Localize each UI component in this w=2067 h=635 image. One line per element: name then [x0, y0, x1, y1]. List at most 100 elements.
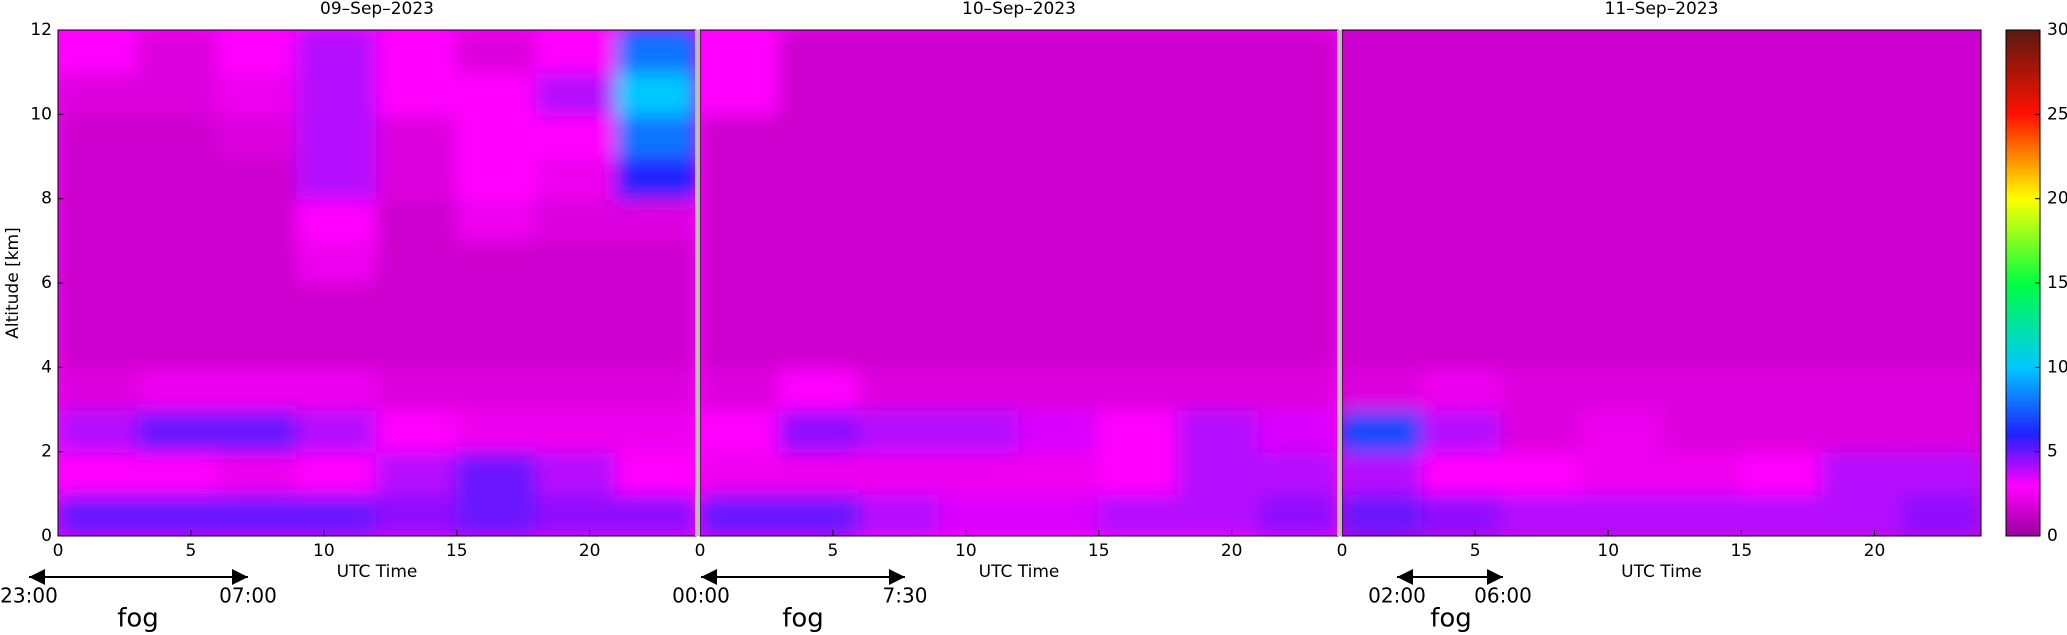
- heatmap-cell: [1580, 239, 1663, 284]
- heatmap-cell: [938, 324, 1020, 369]
- heatmap-cell: [216, 366, 299, 411]
- heatmap-cell: [1660, 282, 1743, 327]
- heatmap-cell: [376, 492, 458, 536]
- heatmap-cell: [938, 155, 1020, 200]
- heatmap-cell: [1900, 113, 1981, 158]
- heatmap-cell: [1018, 366, 1100, 411]
- heatmap-cell: [376, 282, 458, 327]
- heatmap-cell: [535, 197, 618, 242]
- heatmap-cell: [1820, 324, 1903, 369]
- heatmap-cell: [1580, 113, 1663, 158]
- heatmap-cell: [1018, 282, 1100, 327]
- heatmap-cell: [1740, 239, 1823, 284]
- heatmap-cell: [1177, 366, 1260, 411]
- fog-label: fog: [1430, 604, 1472, 634]
- heatmap-cell: [1660, 30, 1743, 74]
- heatmap-cell: [615, 282, 696, 327]
- heatmap-cell: [1900, 366, 1981, 411]
- heatmap-cell: [1342, 239, 1423, 284]
- heatmap-cell: [778, 155, 861, 200]
- heatmap-cell: [1580, 450, 1663, 495]
- heatmap-cell: [1900, 450, 1981, 495]
- heatmap-cell: [778, 197, 861, 242]
- heatmap-cell: [1097, 450, 1180, 495]
- heatmap-cell: [1580, 282, 1663, 327]
- heatmap-cell: [455, 155, 538, 200]
- heatmap-cell: [1018, 450, 1100, 495]
- heatmap-cell: [778, 324, 861, 369]
- x-tick-label: 5: [1470, 541, 1481, 561]
- heatmap-cell: [136, 282, 219, 327]
- heatmap-cell: [700, 282, 781, 327]
- heatmap-cell: [455, 282, 538, 327]
- heatmap-cell: [615, 155, 696, 200]
- heatmap-cell: [1420, 324, 1503, 369]
- heatmap-cell: [1177, 113, 1260, 158]
- heatmap-cell: [1097, 71, 1180, 116]
- heatmap-cell: [858, 113, 941, 158]
- heatmap-cell: [1420, 155, 1503, 200]
- heatmap-cell: [296, 324, 378, 369]
- heatmap-cell: [58, 408, 139, 453]
- y-tick-label: 6: [41, 273, 52, 293]
- heatmap-cell: [216, 239, 299, 284]
- heatmap-cells: [58, 30, 696, 536]
- fog-end: 7:30: [883, 584, 928, 608]
- heatmap-cell: [1257, 492, 1338, 536]
- heatmap-cell: [1740, 450, 1823, 495]
- heatmap-cell: [1342, 197, 1423, 242]
- panel-divider: [695, 30, 700, 536]
- heatmap-cell: [700, 113, 781, 158]
- heatmap-cell: [700, 450, 781, 495]
- panel-title: 11–Sep–2023: [1605, 0, 1719, 19]
- heatmap-cell: [1820, 30, 1903, 74]
- heatmap-cell: [1820, 366, 1903, 411]
- heatmap-cell: [1500, 239, 1583, 284]
- heatmap-cell: [1500, 155, 1583, 200]
- heatmap-cell: [615, 113, 696, 158]
- heatmap-cell: [1177, 71, 1260, 116]
- heatmap-cell: [1740, 30, 1823, 74]
- heatmap-cell: [1500, 113, 1583, 158]
- heatmap-cell: [1580, 30, 1663, 74]
- heatmap-cell: [1660, 197, 1743, 242]
- heatmap-cell: [58, 197, 139, 242]
- heatmap-cell: [1342, 30, 1423, 74]
- heatmap: [700, 30, 1338, 536]
- heatmap-cell: [1660, 450, 1743, 495]
- heatmap-cell: [1420, 197, 1503, 242]
- heatmap-cell: [1342, 324, 1423, 369]
- heatmap-cell: [136, 113, 219, 158]
- heatmap-cell: [1740, 366, 1823, 411]
- heatmap-cell: [296, 71, 378, 116]
- heatmap-cell: [136, 30, 219, 74]
- heatmap-cell: [535, 492, 618, 536]
- heatmap-cell: [1257, 239, 1338, 284]
- fog-start: 23:00: [0, 584, 58, 608]
- heatmap-cell: [1500, 492, 1583, 536]
- heatmap-cell: [1500, 282, 1583, 327]
- heatmap-cell: [58, 450, 139, 495]
- heatmap-cell: [1740, 408, 1823, 453]
- heatmap-cell: [1580, 155, 1663, 200]
- heatmap-cell: [1900, 408, 1981, 453]
- heatmap-cell: [1342, 155, 1423, 200]
- heatmap-cell: [938, 239, 1020, 284]
- heatmap-cell: [1097, 492, 1180, 536]
- heatmap-cell: [938, 366, 1020, 411]
- heatmap-cell: [1500, 197, 1583, 242]
- heatmap-cell: [858, 324, 941, 369]
- heatmap-cell: [1177, 155, 1260, 200]
- heatmap-cell: [1018, 30, 1100, 74]
- heatmap-cell: [1097, 239, 1180, 284]
- heatmap-cell: [376, 113, 458, 158]
- heatmap-cell: [1420, 366, 1503, 411]
- heatmap-cell: [296, 155, 378, 200]
- heatmap-cell: [858, 71, 941, 116]
- heatmap-cell: [216, 113, 299, 158]
- x-tick-label: 0: [53, 541, 64, 561]
- heatmap-cell: [136, 450, 219, 495]
- heatmap-cell: [778, 239, 861, 284]
- heatmap-cell: [938, 113, 1020, 158]
- heatmap-cell: [615, 492, 696, 536]
